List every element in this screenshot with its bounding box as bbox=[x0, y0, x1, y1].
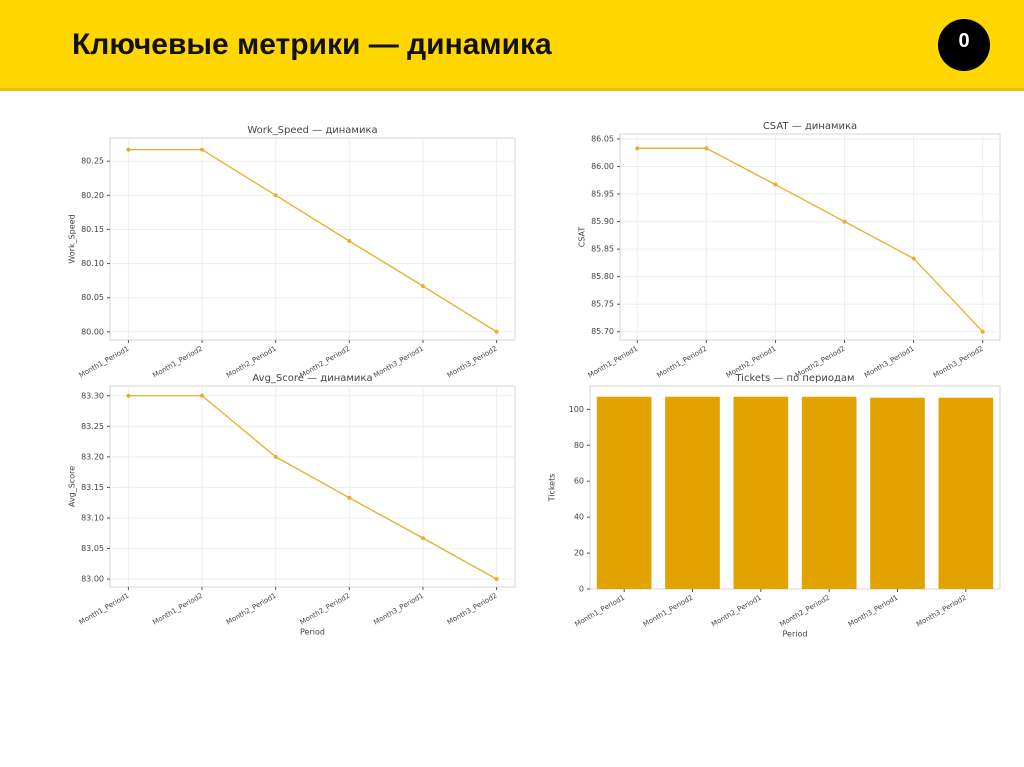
y-tick-label: 85.80 bbox=[591, 272, 614, 281]
x-tick-label: Month3_Period1 bbox=[372, 345, 425, 380]
line bbox=[637, 147, 984, 333]
x-tick-label: Month1_Period1 bbox=[78, 345, 131, 380]
y-tick-label: 80.20 bbox=[81, 191, 104, 200]
x-tick-label: Month3_Period1 bbox=[863, 345, 916, 380]
point bbox=[494, 577, 499, 582]
line bbox=[128, 148, 497, 333]
point bbox=[980, 329, 985, 334]
bar bbox=[801, 396, 857, 589]
slide-title: Ключевые метрики — динамика bbox=[72, 28, 552, 61]
x-tick-label: Month2_Period1 bbox=[710, 594, 763, 629]
chart-title: CSAT — динамика bbox=[763, 121, 857, 132]
line bbox=[128, 395, 497, 580]
x-tick-label: Month1_Period2 bbox=[656, 345, 709, 380]
point bbox=[704, 146, 709, 151]
x-axis-label: Period bbox=[783, 630, 808, 639]
x-tick-label: Month1_Period1 bbox=[78, 592, 131, 627]
point bbox=[126, 147, 131, 152]
point bbox=[911, 256, 916, 261]
y-tick-label: 83.15 bbox=[81, 483, 104, 492]
x-tick-label: Month2_Period2 bbox=[299, 592, 352, 627]
y-tick-label: 85.75 bbox=[591, 300, 614, 309]
y-tick-label: 0 bbox=[579, 585, 584, 594]
y-tick-label: 80.25 bbox=[81, 157, 104, 166]
y-tick-label: 85.85 bbox=[591, 245, 614, 254]
y-tick-label: 85.90 bbox=[591, 217, 614, 226]
y-axis-label: CSAT bbox=[578, 227, 587, 248]
point bbox=[347, 239, 352, 244]
point bbox=[347, 495, 352, 500]
plot-frame bbox=[619, 133, 1001, 341]
x-tick-label: Month3_Period2 bbox=[446, 592, 499, 627]
y-axis-label: Avg_Score bbox=[68, 466, 77, 507]
x-tick-label: Month1_Period2 bbox=[642, 594, 695, 629]
y-tick-label: 80.15 bbox=[81, 225, 104, 234]
y-axis-label: Tickets bbox=[548, 474, 557, 503]
y-axis-label: Work_Speed bbox=[68, 214, 77, 263]
bar bbox=[870, 397, 925, 589]
y-tick-label: 83.05 bbox=[81, 544, 104, 553]
bar bbox=[733, 396, 789, 589]
point bbox=[494, 329, 499, 334]
slide-badge: 0 bbox=[938, 19, 990, 71]
y-tick-label: 83.00 bbox=[81, 575, 104, 584]
x-axis-label: Period bbox=[300, 628, 325, 637]
point bbox=[842, 219, 847, 224]
point bbox=[126, 393, 131, 398]
x-tick-label: Month3_Period1 bbox=[847, 594, 900, 629]
y-tick-label: 86.00 bbox=[591, 162, 614, 171]
chart-title: Avg_Score — динамика bbox=[252, 373, 372, 384]
y-tick-label: 80.10 bbox=[81, 259, 104, 268]
plot-frame bbox=[109, 137, 516, 341]
point bbox=[273, 193, 278, 198]
y-tick-label: 40 bbox=[574, 513, 584, 522]
y-tick-label: 85.70 bbox=[591, 327, 614, 336]
x-tick-label: Month2_Period1 bbox=[225, 592, 278, 627]
x-tick-label: Month2_Period2 bbox=[779, 594, 832, 629]
x-tick-label: Month3_Period1 bbox=[372, 592, 425, 627]
plot-frame bbox=[589, 385, 1001, 590]
x-tick-label: Month3_Period2 bbox=[915, 594, 968, 629]
chart-title: Tickets — по периодам bbox=[734, 373, 854, 384]
bar bbox=[938, 397, 994, 589]
y-tick-label: 80 bbox=[574, 441, 584, 450]
y-tick-label: 80.05 bbox=[81, 293, 104, 302]
header-band bbox=[0, 0, 1024, 91]
x-tick-label: Month1_Period2 bbox=[151, 345, 204, 380]
bar bbox=[665, 396, 720, 589]
x-tick-label: Month1_Period1 bbox=[587, 345, 640, 380]
point bbox=[420, 284, 425, 289]
y-tick-label: 60 bbox=[574, 477, 584, 486]
y-tick-label: 20 bbox=[574, 549, 584, 558]
point bbox=[420, 536, 425, 541]
point bbox=[635, 146, 640, 151]
bar bbox=[596, 396, 652, 589]
x-tick-label: Month1_Period2 bbox=[151, 592, 204, 627]
point bbox=[200, 147, 205, 152]
point bbox=[773, 182, 778, 187]
y-tick-label: 83.25 bbox=[81, 422, 104, 431]
y-tick-label: 83.30 bbox=[81, 391, 104, 400]
x-tick-label: Month3_Period2 bbox=[932, 345, 985, 380]
point bbox=[200, 393, 205, 398]
y-tick-label: 83.10 bbox=[81, 513, 104, 522]
x-tick-label: Month1_Period1 bbox=[574, 594, 627, 629]
y-tick-label: 83.20 bbox=[81, 452, 104, 461]
point bbox=[273, 454, 278, 459]
x-tick-label: Month3_Period2 bbox=[446, 345, 499, 380]
y-tick-label: 85.95 bbox=[591, 190, 614, 199]
plot-frame bbox=[109, 385, 516, 588]
y-tick-label: 100 bbox=[569, 405, 584, 414]
y-tick-label: 86.05 bbox=[591, 134, 614, 143]
y-tick-label: 80.00 bbox=[81, 327, 104, 336]
chart-title: Work_Speed — динамика bbox=[247, 125, 377, 136]
